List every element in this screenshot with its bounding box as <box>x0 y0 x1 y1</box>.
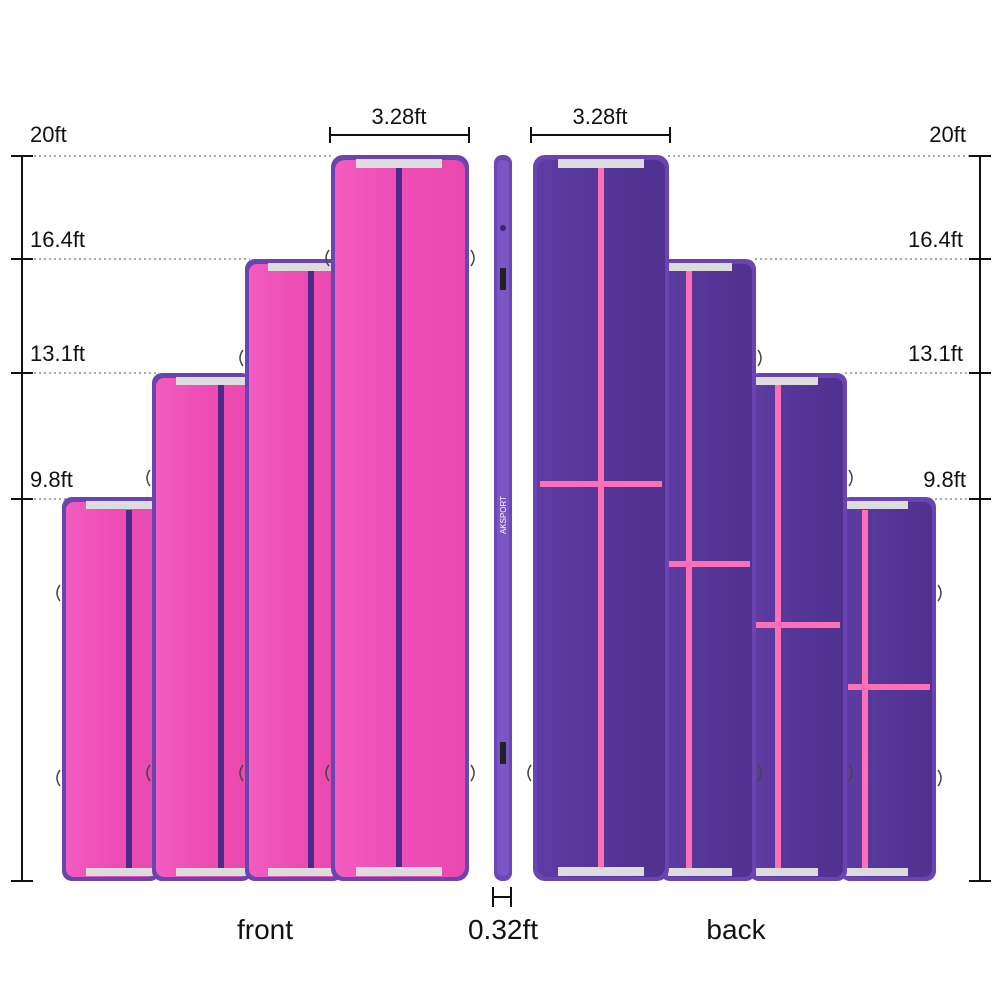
back-mat-16-4ft <box>660 259 762 881</box>
handle-strip <box>356 867 442 876</box>
handle-strip <box>356 159 442 168</box>
handle-strip <box>268 868 338 876</box>
handle-slot <box>500 742 506 764</box>
scale-bar-left <box>11 155 33 882</box>
thickness-label: 0.32ft <box>468 914 538 945</box>
back-mat-20ft <box>527 155 669 881</box>
brand-mark: AKSPORT <box>499 496 508 534</box>
handle-strip <box>558 867 644 876</box>
handle-strip <box>86 868 156 876</box>
height-label-right-20: 20ft <box>929 122 966 147</box>
handle-strip <box>846 501 908 509</box>
scale-bar-right <box>969 155 991 882</box>
handle-strip <box>756 377 818 385</box>
height-label-left-13: 13.1ft <box>30 341 85 366</box>
width-label-back: 3.28ft <box>572 104 627 129</box>
width-dimension-back <box>530 127 671 143</box>
handle-strip <box>846 868 908 876</box>
front-label: front <box>237 914 293 945</box>
front-mat-13-1ft <box>146 373 252 881</box>
width-dimension-front <box>329 127 470 143</box>
height-label-right-13: 13.1ft <box>908 341 963 366</box>
height-label-right-9: 9.8ft <box>923 467 966 492</box>
handle-slot <box>500 268 506 290</box>
handle-strip <box>668 868 732 876</box>
front-mat-20ft <box>325 155 475 881</box>
handle-strip <box>268 263 338 271</box>
height-label-left-20: 20ft <box>30 122 67 147</box>
front-mat-16-4ft <box>239 259 343 881</box>
handle-strip <box>86 501 156 509</box>
width-label-front: 3.28ft <box>371 104 426 129</box>
handle-strip <box>756 868 818 876</box>
back-label: back <box>706 914 766 945</box>
front-mat-9-8ft <box>56 497 160 881</box>
back-mat-9-8ft <box>840 497 942 881</box>
height-label-left-16: 16.4ft <box>30 227 85 252</box>
thickness-dimension <box>492 887 512 907</box>
valve-icon <box>500 225 506 231</box>
side-profile-mat: AKSPORT <box>494 155 512 881</box>
handle-strip <box>176 377 246 385</box>
handle-strip <box>176 868 246 876</box>
handle-strip <box>558 159 644 168</box>
back-mat-13-1ft <box>749 373 853 881</box>
height-label-left-9: 9.8ft <box>30 467 73 492</box>
handle-strip <box>668 263 732 271</box>
height-label-right-16: 16.4ft <box>908 227 963 252</box>
